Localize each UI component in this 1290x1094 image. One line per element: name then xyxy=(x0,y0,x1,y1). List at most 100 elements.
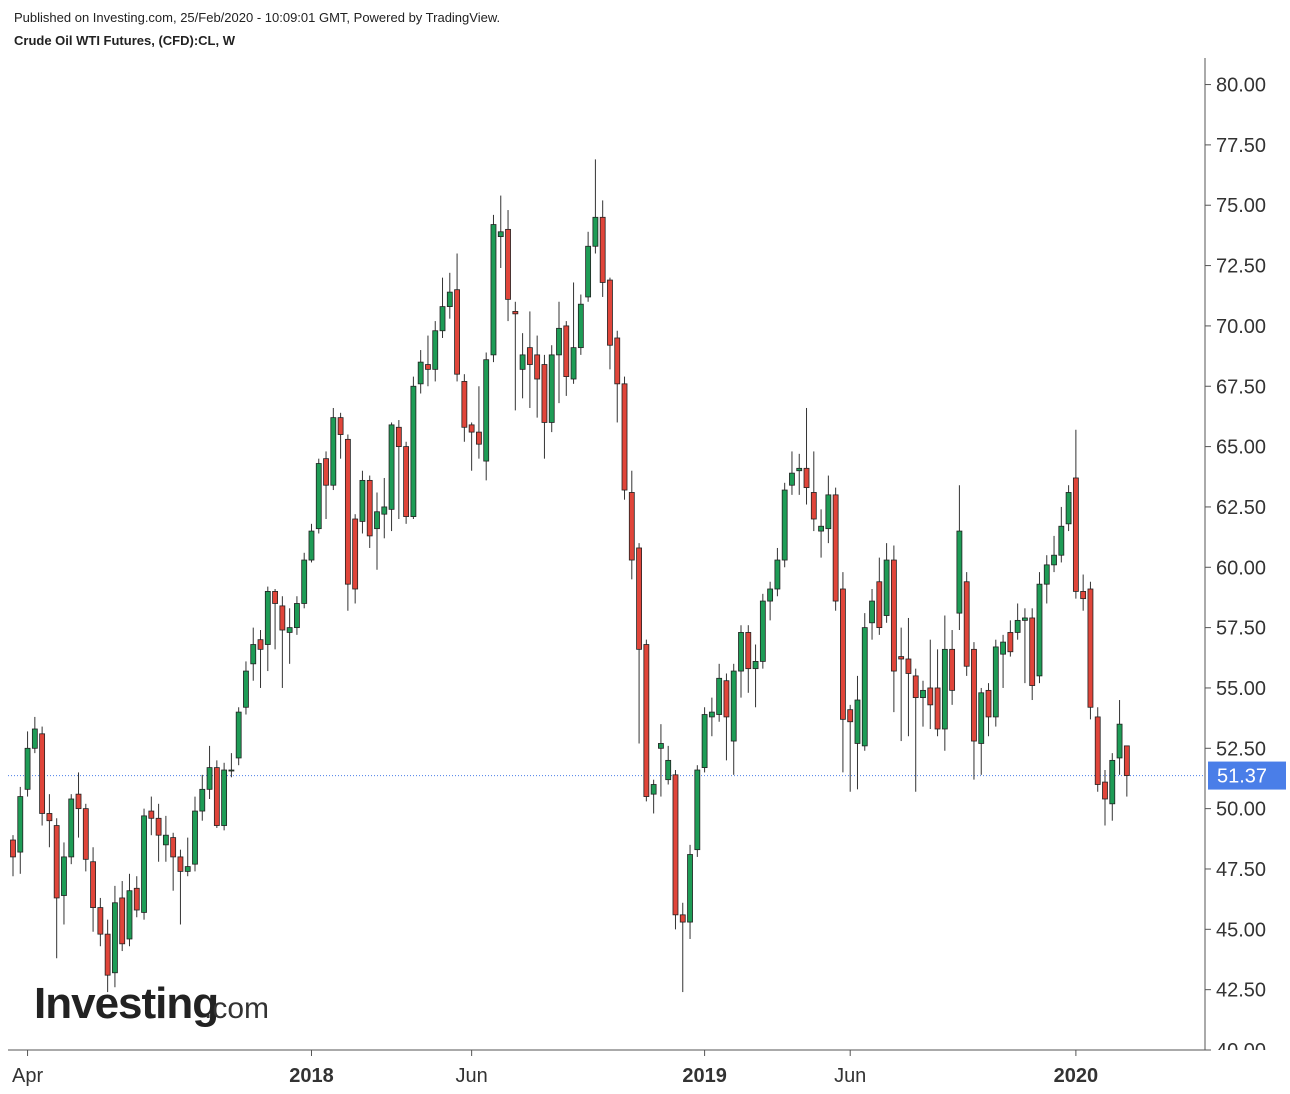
candle-body xyxy=(446,291,453,308)
candle-body xyxy=(337,417,344,435)
candle-body xyxy=(323,458,329,486)
candle-body xyxy=(570,347,577,380)
candle-body xyxy=(912,675,919,699)
candle-body xyxy=(403,446,410,517)
candle-body xyxy=(956,530,963,614)
candle-body xyxy=(126,890,133,940)
candle-body xyxy=(832,494,839,602)
candle-body xyxy=(759,600,766,662)
candle-body xyxy=(82,808,89,860)
x-tick-label: 2020 xyxy=(1054,1065,1099,1087)
candle-body xyxy=(847,709,854,723)
watermark-main: Investing xyxy=(34,979,218,1028)
candle-body xyxy=(24,747,31,790)
y-tick-labels: 40.00 42.50 45.00 47.50 50.00 52.50 55.00 57.50… xyxy=(1216,75,1266,1050)
candle-body xyxy=(840,588,846,720)
candle-body xyxy=(876,581,883,629)
candle-body xyxy=(1072,477,1079,592)
candle-body xyxy=(519,354,526,370)
candle-body xyxy=(417,361,424,385)
candle-body xyxy=(177,856,184,872)
candle-body xyxy=(1007,632,1014,653)
candle-body xyxy=(301,559,308,604)
candle-body xyxy=(1051,554,1057,566)
last-value-label: 51.37 xyxy=(1217,766,1267,788)
y-tick-label: 50.00 xyxy=(1216,799,1266,821)
candle-body xyxy=(556,327,562,356)
candle-body xyxy=(235,711,242,759)
y-tick-label: 72.50 xyxy=(1216,256,1266,278)
candle-body xyxy=(708,711,715,718)
candle-body xyxy=(628,492,635,561)
watermark-suffix: .com xyxy=(204,992,269,1025)
y-tick-label: 52.50 xyxy=(1216,738,1266,760)
y-tick-label: 75.00 xyxy=(1216,195,1266,217)
candle-body xyxy=(97,907,104,935)
candle-body xyxy=(1014,619,1021,633)
candle-body xyxy=(17,796,24,853)
candle-body xyxy=(119,897,126,945)
candle-body xyxy=(687,854,693,923)
candle-body xyxy=(890,559,897,672)
candle-body xyxy=(730,670,737,742)
candle-body xyxy=(658,743,664,749)
candle-body xyxy=(672,774,679,916)
candle-body xyxy=(701,714,708,769)
candle-body xyxy=(155,817,162,836)
candle-body xyxy=(1036,583,1043,677)
candle-body xyxy=(104,933,111,976)
candle-body xyxy=(264,591,271,645)
candle-body xyxy=(752,661,759,670)
candle-body xyxy=(563,325,570,377)
candle-body xyxy=(694,769,701,851)
candle-body xyxy=(1058,525,1065,556)
candle-body xyxy=(141,815,147,913)
y-tick-label: 80.00 xyxy=(1216,75,1266,97)
candle-body xyxy=(1029,617,1036,686)
candle-body xyxy=(250,644,257,665)
candle-body xyxy=(1022,617,1028,621)
candle-body xyxy=(898,656,905,660)
candle-body xyxy=(577,303,584,349)
last-value-badge xyxy=(1208,761,1286,790)
candle-body xyxy=(359,479,366,522)
candle-body xyxy=(243,670,249,708)
candle-body xyxy=(825,494,832,530)
candle-body xyxy=(934,687,941,730)
candle-body xyxy=(526,347,533,365)
candle-body xyxy=(716,677,723,715)
candle-body xyxy=(738,632,744,672)
x-tick-label: 2019 xyxy=(682,1065,727,1087)
candle-body xyxy=(810,492,817,520)
instrument-title: Crude Oil WTI Futures, (CFD):CL, W xyxy=(14,33,236,48)
candle-body xyxy=(803,467,810,489)
candle-body xyxy=(294,603,300,629)
candle-body xyxy=(599,216,606,283)
candle-body xyxy=(439,306,446,332)
candle-body xyxy=(1080,591,1087,600)
candle-body xyxy=(636,547,642,650)
x-tick-label: Jun xyxy=(456,1065,488,1087)
candle-body xyxy=(920,689,926,699)
candle-body xyxy=(767,588,774,602)
candle-body xyxy=(272,591,278,604)
y-tick-label: 42.50 xyxy=(1216,980,1266,1002)
candle-body xyxy=(585,245,592,298)
candle-body xyxy=(723,680,730,718)
candle-body xyxy=(963,581,970,667)
y-tick-label: 57.50 xyxy=(1216,618,1266,640)
candle-body xyxy=(75,793,82,810)
candle-body xyxy=(10,839,16,858)
candle-body xyxy=(869,600,875,624)
candle-body xyxy=(490,224,497,356)
candle-body xyxy=(352,518,359,590)
candle-body xyxy=(1094,716,1101,785)
candle-body xyxy=(112,902,118,974)
candle-body xyxy=(279,605,286,631)
candle-body xyxy=(978,692,985,744)
candle-body xyxy=(1109,759,1116,805)
candle-body xyxy=(228,769,235,772)
candle-body xyxy=(68,798,75,858)
